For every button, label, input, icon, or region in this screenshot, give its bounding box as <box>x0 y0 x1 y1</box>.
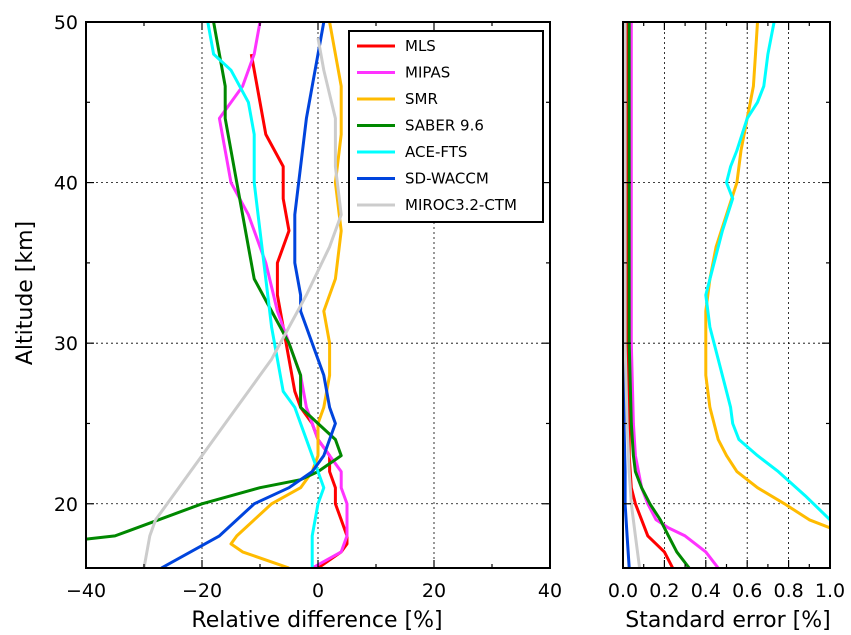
legend-label: MLS <box>405 37 436 55</box>
grid-right <box>623 22 830 568</box>
legend-label: SABER 9.6 <box>405 117 484 135</box>
legend-label: SMR <box>405 90 438 108</box>
series-line-ace-fts <box>206 22 326 568</box>
x-tick-label: 1.0 <box>815 580 845 602</box>
x-tick-label: 20 <box>422 580 446 602</box>
y-tick-label: 50 <box>54 12 78 34</box>
x-tick-label: 0.0 <box>608 580 638 602</box>
series-line-ace-fts <box>704 22 830 521</box>
y-tick-label: 40 <box>54 173 78 195</box>
series-line-saber-9-6 <box>627 22 691 568</box>
y-tick-label: 20 <box>54 494 78 516</box>
series-line-sd-waccm <box>160 22 337 568</box>
x-tick-label: −40 <box>66 580 106 602</box>
series-line-mipas <box>217 22 349 568</box>
x-tick-label: 40 <box>538 580 562 602</box>
y-tick-label: 30 <box>54 333 78 355</box>
series-line-miroc3-2-ctm <box>623 22 642 568</box>
x-axis-label-right: Standard error [%] <box>625 608 830 633</box>
series-line-miroc3-2-ctm <box>142 37 343 568</box>
series-line-smr <box>704 22 830 530</box>
series-line-mls <box>249 53 349 568</box>
x-tick-label: 0.4 <box>691 580 721 602</box>
standard-error-panel: 0.0 0.2 0.4 0.6 0.8 1.0 Standard error [%] <box>608 21 845 633</box>
legend-label: ACE-FTS <box>405 143 467 161</box>
x-tick-labels-right: 0.0 0.2 0.4 0.6 0.8 1.0 <box>608 580 845 602</box>
relative-difference-panel: −40 −20 0 20 40 20 30 40 50 Relative difference… <box>13 12 562 633</box>
legend-label: MIROC3.2-CTM <box>405 196 517 214</box>
axes-frame-right <box>622 21 831 569</box>
legend-label: SD-WACCM <box>405 170 489 188</box>
x-tick-label: 0.6 <box>732 580 762 602</box>
series-right <box>623 22 830 568</box>
series-line-mls <box>625 22 675 568</box>
x-tick-label: 0.8 <box>773 580 803 602</box>
x-axis-label-left: Relative difference [%] <box>191 608 442 633</box>
series-line-smr <box>229 22 343 568</box>
x-tick-label: 0 <box>312 580 324 602</box>
x-tick-label: 0.2 <box>649 580 679 602</box>
series-line-mipas <box>629 22 720 568</box>
x-tick-labels-left: −40 −20 0 20 40 <box>66 580 562 602</box>
series-line-saber-9-6 <box>86 22 343 541</box>
legend: MLS MIPAS SMR SABER 9.6 ACE-FTS SD-WACCM MIROC… <box>348 30 544 223</box>
series-left <box>86 22 349 568</box>
x-tick-label: −20 <box>182 580 222 602</box>
y-tick-labels: 20 30 40 50 <box>54 12 78 516</box>
ticks-left <box>85 21 551 568</box>
ticks-right <box>622 21 831 568</box>
legend-label: MIPAS <box>405 64 450 82</box>
y-axis-label: Altitude [km] <box>13 221 38 365</box>
